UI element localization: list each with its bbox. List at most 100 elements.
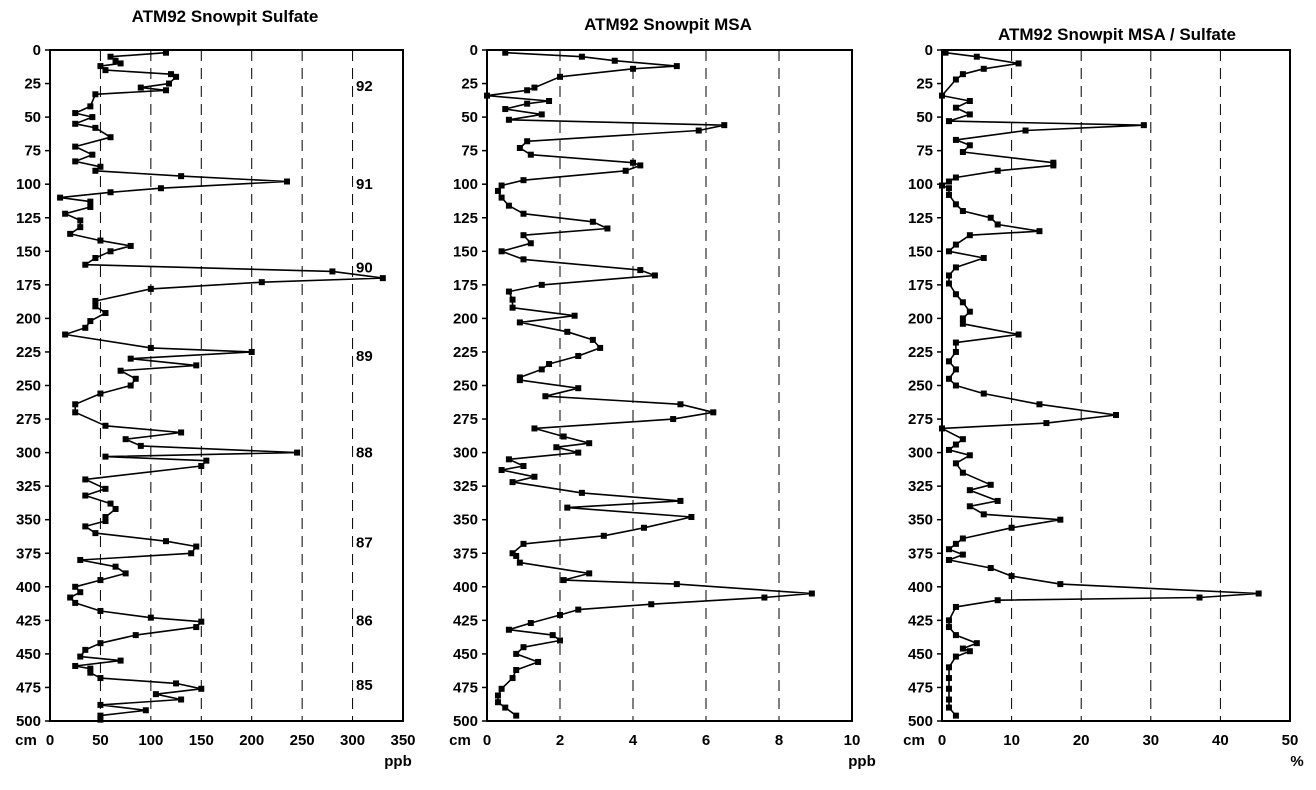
data-point — [498, 467, 505, 474]
data-point — [527, 240, 534, 247]
y-tick-label: 400 — [16, 579, 41, 596]
data-point — [959, 469, 966, 476]
y-axis-label: cm — [903, 732, 925, 749]
data-point — [97, 63, 104, 70]
data-point — [502, 704, 509, 711]
x-tick-label: 40 — [1212, 732, 1229, 749]
data-point — [959, 551, 966, 558]
data-point — [677, 497, 684, 504]
data-point — [648, 601, 655, 608]
y-tick-label: 75 — [461, 143, 478, 160]
data-point — [498, 194, 505, 201]
data-point — [1008, 573, 1015, 580]
data-point — [939, 182, 945, 189]
data-point — [578, 53, 585, 60]
data-point — [72, 401, 79, 408]
y-tick-label: 250 — [908, 378, 933, 395]
data-point — [557, 637, 563, 644]
data-point — [62, 210, 69, 217]
data-point — [166, 80, 173, 87]
data-point — [520, 232, 527, 239]
y-tick-label: 150 — [453, 243, 478, 260]
data-point — [531, 473, 538, 480]
data-point — [994, 597, 1001, 604]
data-point — [600, 532, 607, 539]
data-point — [721, 122, 728, 129]
series-line — [486, 51, 813, 717]
chart-panel-2 — [482, 49, 853, 722]
y-tick-label: 350 — [16, 512, 41, 529]
data-point — [112, 505, 119, 512]
data-point — [1015, 331, 1022, 338]
data-point — [1008, 524, 1015, 531]
data-point — [651, 272, 658, 279]
data-point — [987, 214, 994, 221]
data-point — [945, 375, 952, 382]
data-point — [945, 664, 952, 671]
data-point — [611, 57, 618, 64]
data-point — [952, 241, 959, 248]
y-tick-label: 75 — [916, 143, 933, 160]
y-tick-label: 350 — [453, 512, 478, 529]
data-point — [1050, 162, 1057, 169]
data-point — [945, 118, 952, 125]
data-point — [966, 111, 973, 118]
data-point — [509, 550, 516, 557]
data-point — [162, 538, 169, 545]
data-point — [107, 500, 114, 507]
y-tick-label: 0 — [33, 42, 41, 59]
data-point — [557, 73, 563, 80]
data-point — [97, 163, 104, 170]
data-point — [77, 224, 84, 231]
chart-title: ATM92 Snowpit Sulfate — [132, 7, 319, 26]
data-point — [945, 272, 952, 279]
y-tick-label: 275 — [16, 411, 41, 428]
data-point — [952, 653, 959, 660]
data-point — [72, 599, 79, 606]
data-point — [102, 310, 109, 317]
data-point — [284, 178, 291, 185]
y-tick-label: 175 — [16, 277, 41, 294]
data-point — [294, 449, 301, 456]
data-point — [82, 646, 89, 653]
data-point — [505, 202, 512, 209]
y-tick-label: 500 — [16, 713, 41, 730]
x-tick-label: 0 — [46, 732, 54, 749]
data-point — [198, 463, 205, 470]
data-point — [117, 367, 124, 374]
data-point — [87, 204, 94, 211]
data-point — [630, 65, 636, 72]
data-point — [157, 185, 164, 192]
y-tick-label: 225 — [908, 344, 933, 361]
data-point — [117, 657, 124, 664]
data-point — [945, 178, 952, 185]
data-point — [72, 158, 79, 165]
y-tick-label: 0 — [470, 42, 478, 59]
y-tick-label: 450 — [908, 646, 933, 663]
y-tick-label: 450 — [453, 646, 478, 663]
data-point — [808, 590, 815, 597]
y-tick-label: 425 — [16, 612, 41, 629]
data-point — [531, 84, 538, 91]
data-point — [640, 524, 647, 531]
data-point — [67, 230, 74, 237]
data-point — [952, 291, 959, 298]
x-tick-label: 6 — [702, 732, 710, 749]
chart-title: ATM92 Snowpit MSA — [584, 15, 752, 34]
data-point — [102, 422, 109, 429]
data-point — [966, 487, 973, 494]
data-point — [505, 116, 512, 123]
data-point — [92, 303, 99, 310]
y-tick-label: 325 — [908, 478, 933, 495]
data-point — [1015, 60, 1022, 67]
data-point — [513, 712, 520, 719]
data-point — [72, 143, 79, 150]
data-point — [945, 617, 952, 624]
data-point — [966, 503, 973, 510]
y-tick-label: 500 — [453, 713, 478, 730]
data-point — [97, 640, 104, 647]
year-label: 91 — [356, 176, 373, 193]
data-point — [127, 355, 134, 362]
data-point — [92, 255, 99, 262]
